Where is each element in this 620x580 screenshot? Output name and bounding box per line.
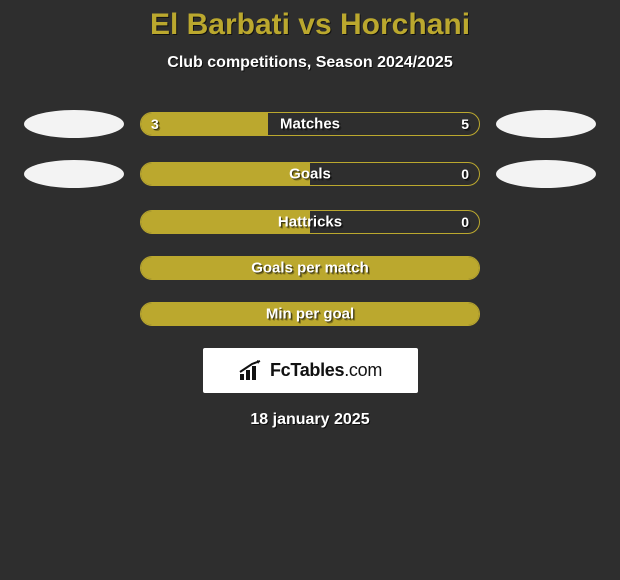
- stat-row: Hattricks 0: [0, 210, 620, 234]
- comparison-infographic: El Barbati vs Horchani Club competitions…: [0, 0, 620, 580]
- stat-label: Min per goal: [266, 306, 354, 323]
- chart-icon: [238, 360, 264, 382]
- player-right-oval: [496, 160, 596, 188]
- stat-right-value: 0: [461, 166, 469, 182]
- stat-right-value: 0: [461, 214, 469, 230]
- bar-fill-left: [141, 163, 310, 185]
- stat-bar-min-per-goal: Min per goal: [140, 302, 480, 326]
- stat-row: 3 Matches 5: [0, 110, 620, 138]
- page-title: El Barbati vs Horchani: [0, 0, 620, 42]
- logo-text: FcTables.com: [270, 360, 382, 381]
- subtitle: Club competitions, Season 2024/2025: [0, 54, 620, 72]
- stat-bar-goals-per-match: Goals per match: [140, 256, 480, 280]
- player-left-oval: [24, 160, 124, 188]
- date-label: 18 january 2025: [0, 411, 620, 429]
- stat-left-value: 3: [151, 116, 159, 132]
- stat-row: Goals per match: [0, 256, 620, 280]
- logo-main: FcTables: [270, 360, 344, 380]
- stat-bar-matches: 3 Matches 5: [140, 112, 480, 136]
- bar-fill-left: [141, 113, 268, 135]
- player-right-oval: [496, 110, 596, 138]
- stat-row: Goals 0: [0, 160, 620, 188]
- stat-label: Hattricks: [278, 214, 342, 231]
- stat-row: Min per goal: [0, 302, 620, 326]
- fctables-logo: FcTables.com: [203, 348, 418, 393]
- stat-label: Goals per match: [251, 260, 369, 277]
- stat-label: Goals: [289, 166, 331, 183]
- stat-bars: 3 Matches 5 Goals 0 Hattricks: [0, 110, 620, 326]
- stat-bar-hattricks: Hattricks 0: [140, 210, 480, 234]
- logo-suffix: .com: [344, 360, 382, 380]
- stat-label: Matches: [280, 116, 340, 133]
- stat-bar-goals: Goals 0: [140, 162, 480, 186]
- stat-right-value: 5: [461, 116, 469, 132]
- player-left-oval: [24, 110, 124, 138]
